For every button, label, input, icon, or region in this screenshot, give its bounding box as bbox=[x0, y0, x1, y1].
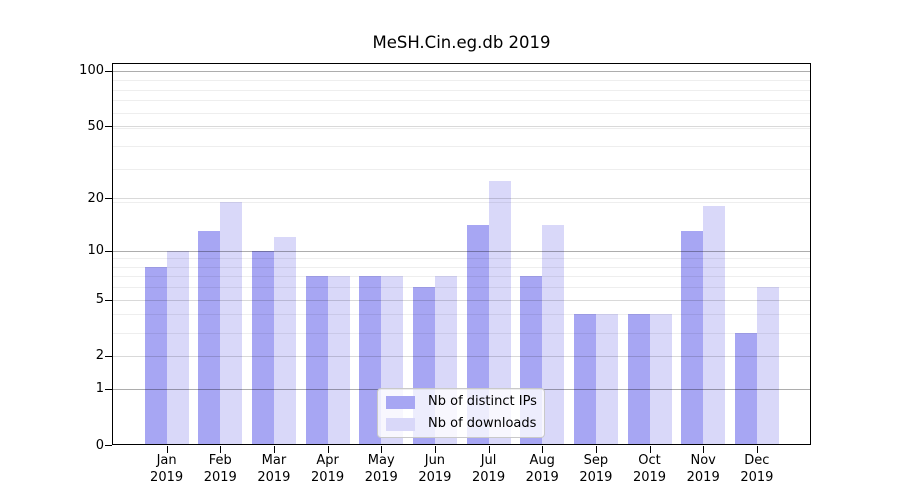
gridline-y-50 bbox=[113, 126, 810, 127]
bar-downloads-dec bbox=[757, 287, 779, 445]
gridline-y-9 bbox=[113, 258, 810, 259]
gridline-y-4 bbox=[113, 314, 810, 315]
x-tick-mar bbox=[274, 446, 275, 453]
gridline-y-7 bbox=[113, 276, 810, 277]
x-tick-jan bbox=[167, 446, 168, 453]
legend-label-downloads: Nb of downloads bbox=[428, 416, 536, 432]
legend-label-distinct-ips: Nb of distinct IPs bbox=[428, 394, 537, 410]
y-tick-label-2: 2 bbox=[40, 348, 104, 363]
bar-distinct-ips-oct bbox=[628, 314, 650, 445]
gridline-y-39 bbox=[113, 146, 810, 147]
x-tick-oct bbox=[650, 446, 651, 453]
y-tick-label-10: 10 bbox=[40, 243, 104, 258]
x-tick-may bbox=[381, 446, 382, 453]
legend-item-downloads: Nb of downloads bbox=[386, 415, 536, 433]
x-tick-sep bbox=[596, 446, 597, 453]
bar-downloads-apr bbox=[328, 276, 350, 445]
bar-downloads-sep bbox=[596, 314, 618, 445]
gridline-y-19 bbox=[113, 202, 810, 203]
y-tick-2 bbox=[105, 356, 112, 357]
bar-downloads-feb bbox=[220, 202, 242, 445]
x-tick-jul bbox=[489, 446, 490, 453]
download-stats-chart: MeSH.Cin.eg.db 2019 Jan 2019Feb 2019Mar … bbox=[0, 0, 900, 500]
y-tick-label-1: 1 bbox=[40, 381, 104, 396]
y-tick-label-0: 0 bbox=[40, 438, 104, 453]
bar-distinct-ips-sep bbox=[574, 314, 596, 445]
gridline-y-20 bbox=[113, 198, 810, 199]
x-tick-feb bbox=[220, 446, 221, 453]
y-tick-label-5: 5 bbox=[40, 292, 104, 307]
legend: Nb of distinct IPs Nb of downloads bbox=[377, 388, 545, 438]
y-tick-10 bbox=[105, 251, 112, 252]
legend-swatch-downloads bbox=[386, 418, 415, 431]
bar-distinct-ips-feb bbox=[198, 231, 220, 445]
legend-item-distinct-ips: Nb of distinct IPs bbox=[386, 393, 536, 411]
y-tick-5 bbox=[105, 300, 112, 301]
legend-swatch-distinct-ips bbox=[386, 396, 415, 409]
x-tick-dec bbox=[757, 446, 758, 453]
x-tick-nov bbox=[703, 446, 704, 453]
gridline-y-89 bbox=[113, 80, 810, 81]
x-tick-aug bbox=[542, 446, 543, 453]
bar-downloads-mar bbox=[274, 237, 296, 445]
bar-distinct-ips-nov bbox=[681, 231, 703, 445]
y-tick-0 bbox=[105, 445, 112, 446]
gridline-y-79 bbox=[113, 90, 810, 91]
gridline-y-69 bbox=[113, 100, 810, 101]
y-tick-label-50: 50 bbox=[40, 119, 104, 134]
bar-downloads-jan bbox=[167, 251, 189, 445]
y-tick-1 bbox=[105, 389, 112, 390]
gridline-y-3 bbox=[113, 333, 810, 334]
gridline-y-6 bbox=[113, 287, 810, 288]
bar-distinct-ips-mar bbox=[252, 251, 274, 445]
bar-downloads-nov bbox=[703, 206, 725, 445]
gridline-y-49 bbox=[113, 128, 810, 129]
bar-downloads-oct bbox=[650, 314, 672, 445]
gridline-y-100 bbox=[113, 71, 810, 72]
y-tick-label-100: 100 bbox=[40, 63, 104, 78]
x-tick-label-dec: Dec 2019 bbox=[725, 452, 789, 486]
gridline-y-29 bbox=[113, 169, 810, 170]
y-tick-100 bbox=[105, 71, 112, 72]
gridline-y-59 bbox=[113, 113, 810, 114]
gridline-y-8 bbox=[113, 267, 810, 268]
y-tick-20 bbox=[105, 198, 112, 199]
y-tick-50 bbox=[105, 126, 112, 127]
x-tick-apr bbox=[328, 446, 329, 453]
gridline-y-5 bbox=[113, 300, 810, 301]
x-tick-jun bbox=[435, 446, 436, 453]
chart-title: MeSH.Cin.eg.db 2019 bbox=[112, 33, 811, 53]
gridline-y-10 bbox=[113, 251, 810, 252]
gridline-y-2 bbox=[113, 356, 810, 357]
bar-distinct-ips-apr bbox=[306, 276, 328, 445]
y-tick-label-20: 20 bbox=[40, 191, 104, 206]
